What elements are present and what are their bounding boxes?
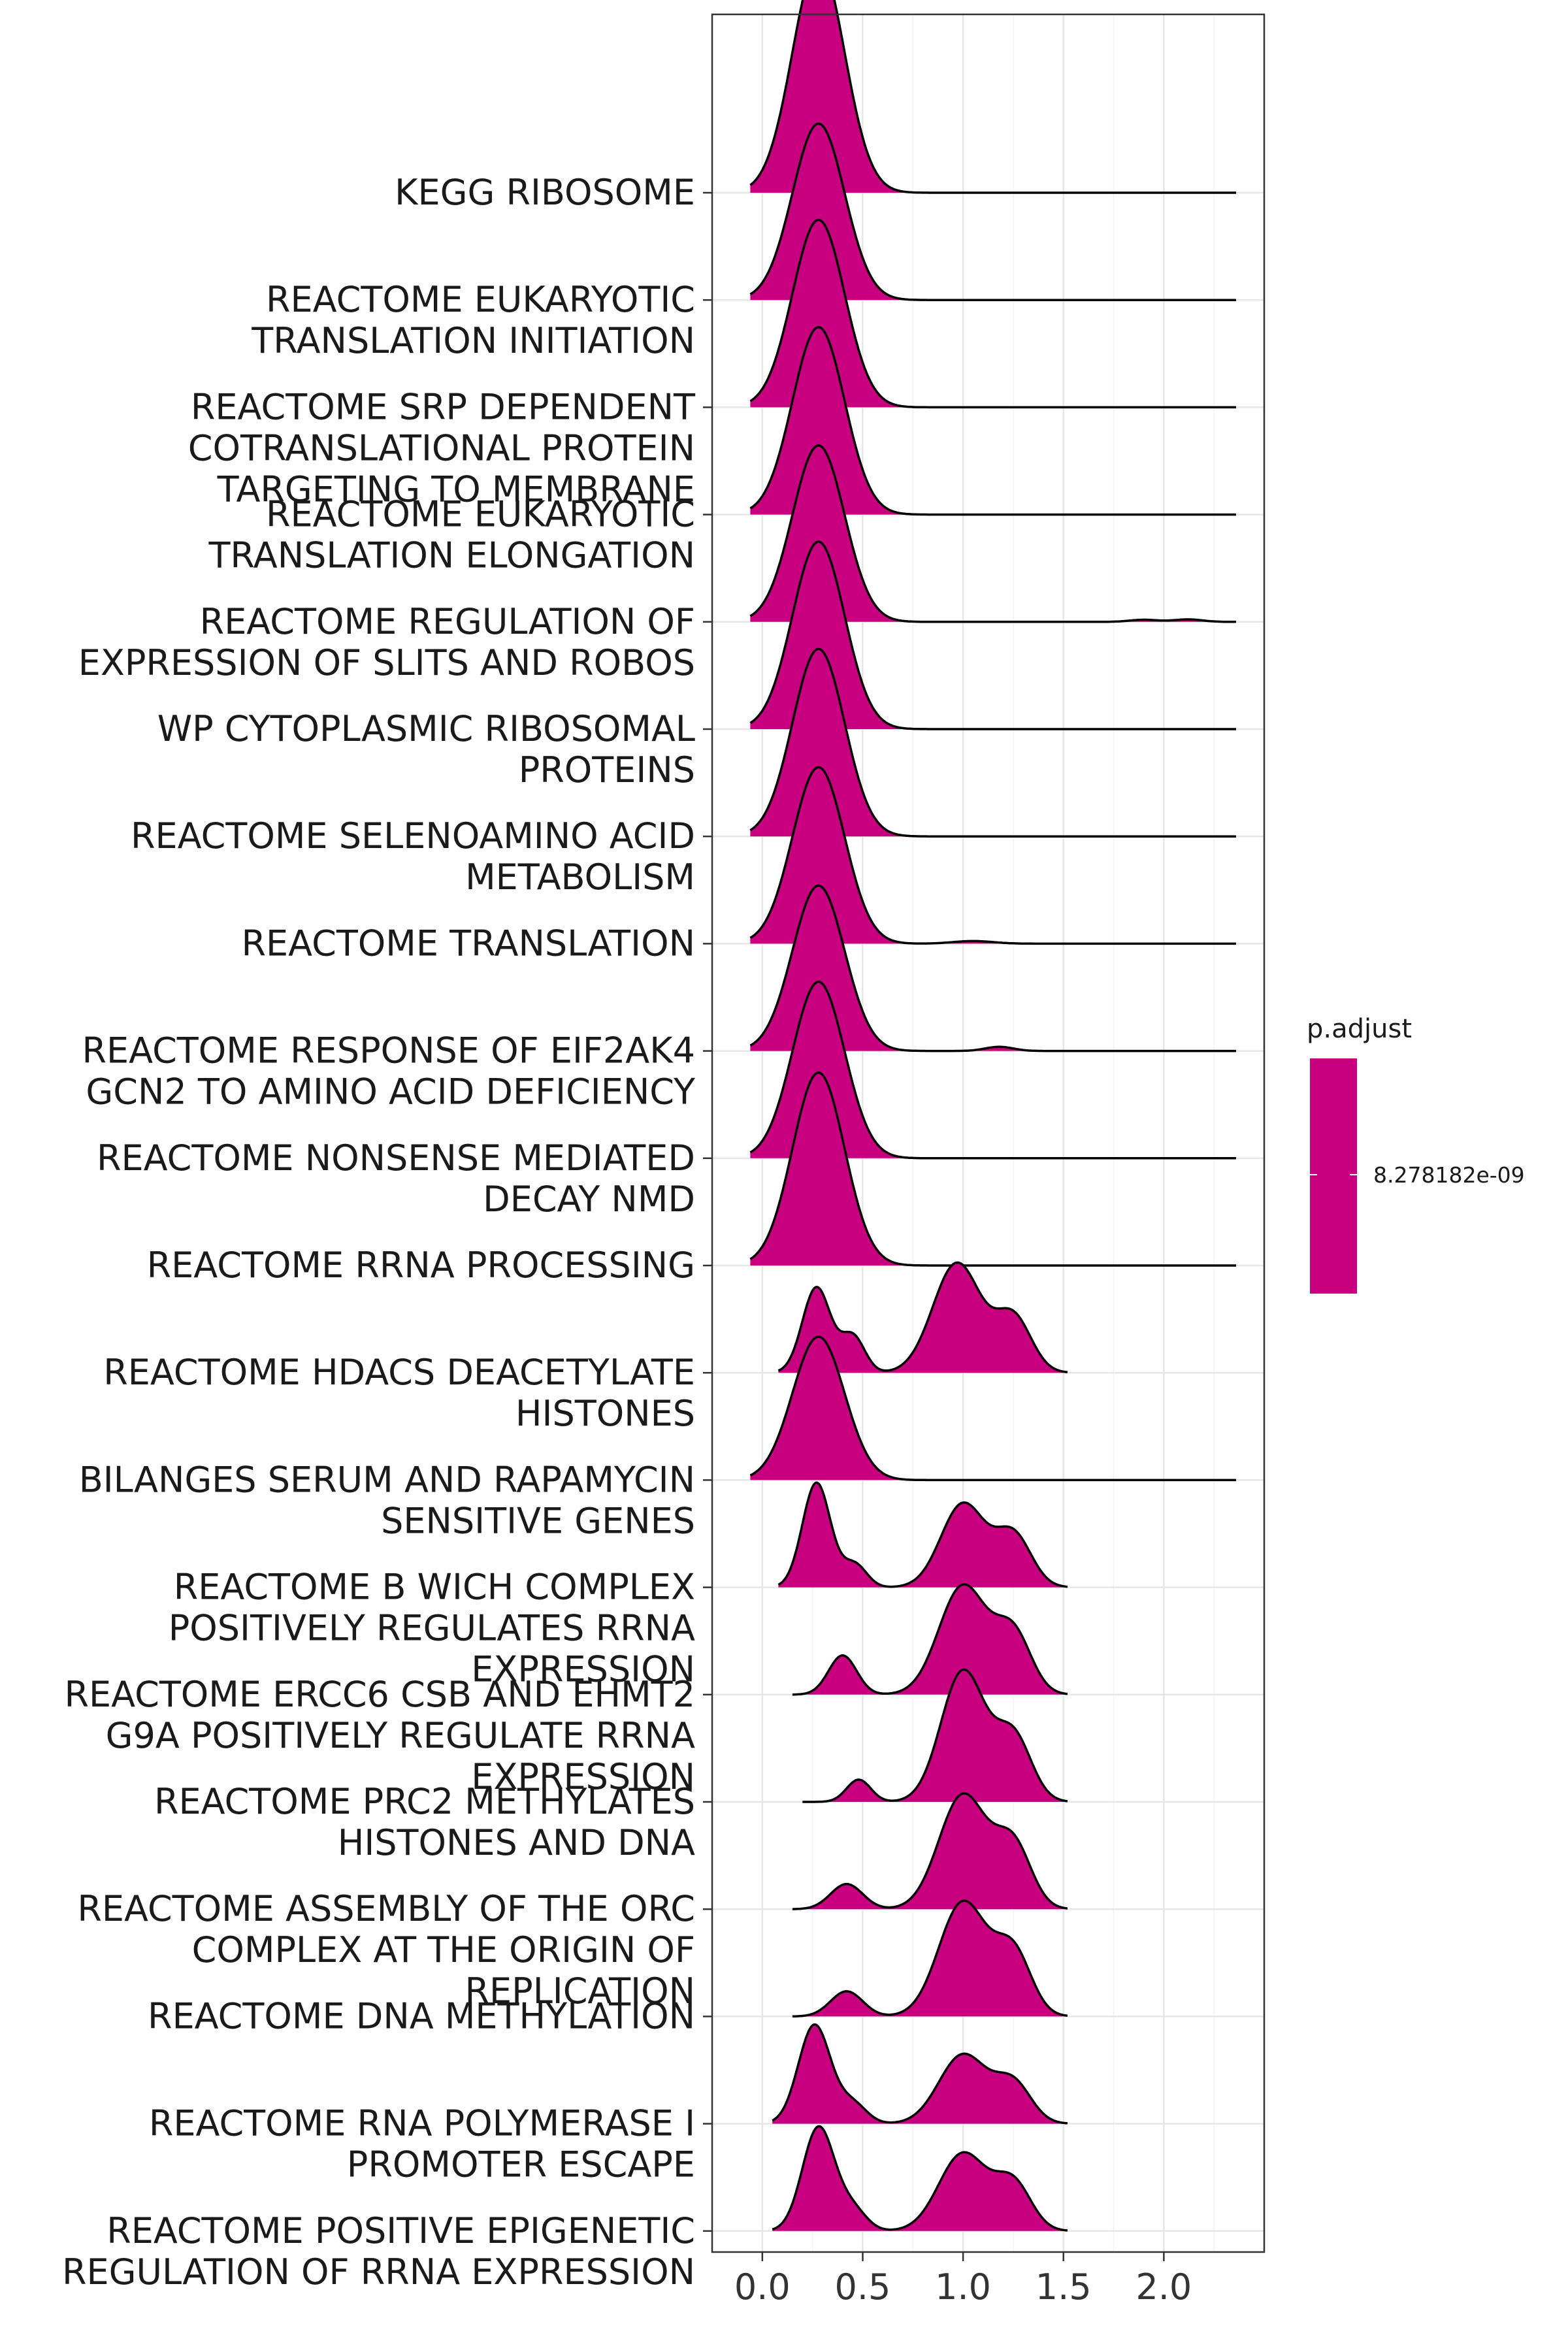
ridge-outline [749,0,1236,194]
category-label: REACTOME NONSENSE MEDIATED DECAY NMD [97,1137,695,1220]
ridge-outline [777,1481,1068,1588]
ridge-outline [749,1335,1236,1482]
ridge-outline [792,1899,1068,2018]
ridge-outline [749,647,1236,838]
x-tick-label: 1.5 [1036,2266,1092,2308]
category-labels: KEGG RIBOSOME REACTOME EUKARYOTIC TRANSLAT… [62,172,712,2293]
ridge-fill [772,2024,1068,2124]
x-tick-label: 1.0 [935,2266,991,2308]
plot-border [711,13,1266,2253]
ridge [802,1668,1068,1803]
category-label: REACTOME RESPONSE OF EIF2AK4 GCN2 TO AMIN… [82,1030,696,1113]
ridge-fill [792,1793,1068,1910]
category-label: REACTOME EUKARYOTIC TRANSLATION INITIATIO… [251,279,695,361]
ridge-outline [749,884,1236,1053]
ridge-fill [778,1262,1068,1373]
ridge-fill [772,2126,1068,2231]
ridge-fill [750,1072,1236,1266]
ridge-fill [792,1584,1068,1695]
ridge-outline [802,1668,1068,1803]
ridge-fill [750,1337,1236,1480]
ridges [749,0,1236,2232]
ridge-outline [749,444,1236,623]
x-axis: 0.0 0.5 1.0 1.5 2.0 [734,2252,1192,2308]
ridge-outline [749,1071,1236,1267]
ridge-outline [749,325,1236,516]
ridge-fill [802,1669,1068,1802]
category-label: KEGG RIBOSOME [395,172,695,213]
ridge-outline [749,122,1236,301]
category-label: REACTOME HDACS DEACETYLATE HISTONES [103,1352,695,1434]
category-label: REACTOME SRP DEPENDENT COTRANSLATIONAL PR… [188,386,696,510]
ridge-outline [792,1583,1068,1696]
category-label: REACTOME RNA POLYMERASE I PROMOTER ESCAPE [149,2103,695,2185]
ridge [777,1261,1068,1374]
category-label: REACTOME EUKARYOTIC TRANSLATION ELONGATIO… [208,494,695,576]
ridge-outline [777,1261,1068,1374]
category-label: WP CYTOPLASMIC RIBOSOMAL PROTEINS [157,708,695,791]
category-label: BILANGES SERUM AND RAPAMYCIN SENSITIVE GE… [79,1459,695,1541]
ridge [749,1071,1236,1267]
ridge-fill [792,1901,1068,2017]
ridge-outline [749,981,1236,1160]
category-label: REACTOME TRANSLATION [241,923,695,964]
legend: p.adjust 8.278182e-09 [1307,1014,1525,1294]
category-label: REACTOME ASSEMBLY OF THE ORC COMPLEX AT T… [77,1888,695,2012]
ridge [749,1335,1236,1482]
ridge-outline [792,1792,1068,1910]
category-label: REACTOME POSITIVE EPIGENETIC REGULATION O… [62,2210,695,2293]
ridge-outline [772,2125,1068,2232]
category-label: REACTOME SELENOAMINO ACID METABOLISM [131,815,695,898]
x-tick-label: 0.5 [835,2266,891,2308]
ridge [792,1583,1068,1696]
category-label: REACTOME PRC2 METHYLATES HISTONES AND DNA [154,1781,695,1863]
ridge [792,1792,1068,1910]
ridge [772,2125,1068,2232]
ridge-outline [749,218,1236,409]
ridge [792,1899,1068,2018]
category-label: REACTOME ERCC6 CSB AND EHMT2 G9A POSITIVE… [64,1674,695,1797]
category-label: REACTOME B WICH COMPLEX POSITIVELY REGULA… [169,1567,695,1690]
ridge-outline [772,2023,1068,2125]
category-label: REACTOME DNA METHYLATION [148,1995,695,2036]
legend-value-label: 8.278182e-09 [1373,1162,1525,1188]
x-tick-label: 2.0 [1135,2266,1192,2308]
ridge-outline [749,766,1236,945]
legend-colorbar [1310,1058,1357,1294]
legend-title: p.adjust [1307,1014,1412,1044]
ridge-outline [749,540,1236,730]
ridge [772,2023,1068,2125]
ridge [777,1481,1068,1588]
x-tick-label: 0.0 [734,2266,791,2308]
category-label: REACTOME REGULATION OF EXPRESSION OF SLIT… [78,601,695,683]
category-label: REACTOME RRNA PROCESSING [147,1245,695,1286]
